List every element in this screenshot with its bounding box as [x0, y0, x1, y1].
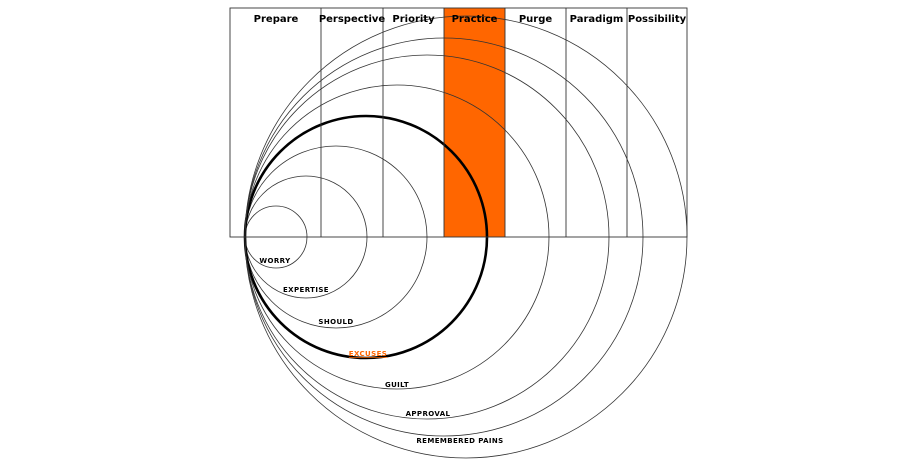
ring-label-should: SHOULD: [318, 318, 353, 326]
column-label-practice: Practice: [452, 14, 498, 25]
ring-label-approval: APPROVAL: [406, 410, 451, 418]
column-label-priority: Priority: [392, 14, 435, 25]
table-border: [229, 7, 688, 238]
column-labels: Prepare Perspective Priority Practice Pu…: [254, 14, 687, 25]
ring-label-excuses: EXCUSES: [349, 350, 387, 358]
ring-label-guilt: GUILT: [385, 381, 409, 389]
ring-label-expertise: EXPERTISE: [283, 286, 329, 294]
ring-label-worry: WORRY: [259, 257, 291, 265]
ring-labels: WORRY EXPERTISE SHOULD EXCUSES GUILT APP…: [259, 257, 503, 445]
ring-label-remembered-pains: REMEMBERED PAINS: [416, 437, 503, 445]
column-label-purge: Purge: [519, 14, 553, 25]
column-label-paradigm: Paradigm: [570, 14, 624, 25]
highlighted-column-fill: [444, 8, 505, 237]
column-table: [229, 7, 688, 238]
column-label-prepare: Prepare: [254, 14, 299, 25]
column-label-possibility: Possibility: [628, 14, 687, 25]
column-label-perspective: Perspective: [319, 14, 386, 25]
